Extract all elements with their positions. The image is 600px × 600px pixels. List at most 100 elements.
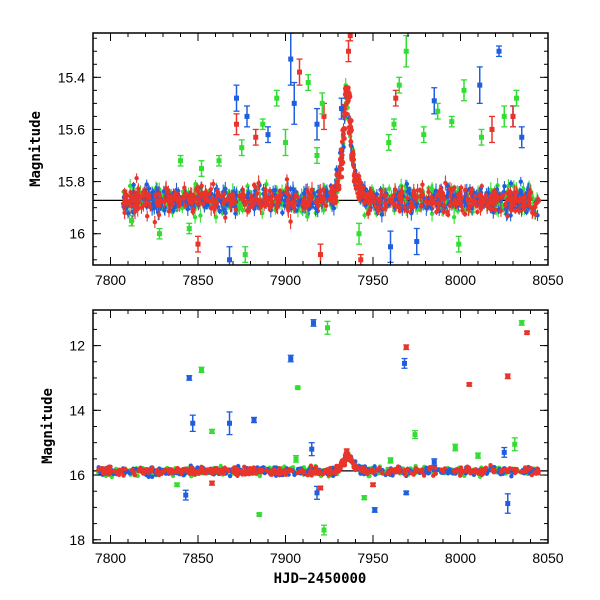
data-point bbox=[231, 196, 236, 202]
data-point bbox=[305, 214, 310, 219]
data-point bbox=[483, 193, 489, 198]
outlier-point bbox=[386, 139, 392, 145]
data-point bbox=[322, 196, 327, 201]
outlier-point bbox=[305, 80, 311, 86]
data-point bbox=[459, 195, 465, 201]
data-point bbox=[406, 187, 412, 192]
data-point bbox=[445, 212, 451, 218]
data-point bbox=[156, 212, 162, 218]
outlier-point bbox=[479, 134, 484, 140]
outlier-point bbox=[321, 113, 327, 119]
data-point bbox=[284, 185, 290, 191]
data-point bbox=[228, 202, 233, 208]
data-point bbox=[436, 190, 442, 195]
data-point bbox=[306, 191, 312, 196]
data-point bbox=[470, 198, 475, 204]
flare-point bbox=[348, 124, 354, 130]
data-point bbox=[217, 208, 222, 214]
outlier-point bbox=[514, 95, 519, 101]
outlier-point bbox=[421, 132, 427, 138]
data-point bbox=[186, 196, 191, 202]
data-point bbox=[411, 191, 416, 197]
data-point bbox=[381, 206, 387, 212]
data-point bbox=[250, 200, 255, 206]
data-point bbox=[488, 207, 494, 212]
data-point bbox=[284, 177, 290, 182]
flare-point bbox=[339, 166, 345, 172]
data-point bbox=[402, 205, 407, 210]
data-point bbox=[195, 188, 200, 193]
data-point bbox=[237, 193, 242, 199]
flare-point bbox=[351, 157, 357, 163]
outlier-point bbox=[319, 100, 325, 106]
data-point bbox=[131, 182, 136, 188]
data-point bbox=[128, 189, 133, 195]
data-point bbox=[460, 208, 465, 213]
outlier-point bbox=[195, 241, 201, 247]
flare-point bbox=[349, 152, 354, 158]
data-point bbox=[200, 193, 206, 198]
outlier-point bbox=[291, 100, 297, 106]
data-point bbox=[353, 183, 359, 189]
data-point bbox=[162, 208, 167, 213]
data-point bbox=[508, 202, 514, 207]
flare-point bbox=[335, 179, 340, 185]
data-point bbox=[128, 203, 134, 209]
data-point bbox=[467, 203, 473, 209]
data-point bbox=[276, 196, 282, 201]
data-point bbox=[470, 209, 475, 215]
data-point bbox=[134, 175, 139, 181]
data-point bbox=[289, 200, 295, 205]
data-point bbox=[171, 208, 176, 213]
data-point bbox=[215, 193, 220, 198]
outlier-point bbox=[283, 139, 288, 145]
data-point bbox=[513, 208, 518, 214]
x-tick-label: 7850 bbox=[182, 272, 213, 288]
data-point bbox=[208, 187, 213, 192]
data-point bbox=[429, 211, 435, 217]
flare-point bbox=[341, 126, 347, 131]
flare-point bbox=[356, 177, 362, 183]
data-point bbox=[506, 184, 511, 189]
outlier-point bbox=[244, 113, 250, 119]
data-point bbox=[524, 209, 529, 215]
data-point bbox=[132, 198, 137, 203]
series-c1f5fdf-outliers bbox=[226, 33, 525, 265]
data-point bbox=[426, 189, 431, 195]
outlier-point bbox=[388, 244, 393, 250]
data-point bbox=[522, 203, 527, 209]
top-frame bbox=[92, 32, 549, 266]
data-point bbox=[221, 192, 227, 197]
data-point bbox=[479, 183, 484, 189]
data-point bbox=[478, 192, 483, 197]
outlier-point bbox=[318, 252, 323, 258]
outlier-point bbox=[456, 241, 462, 247]
data-point bbox=[240, 191, 245, 196]
data-point bbox=[139, 205, 144, 210]
data-point bbox=[285, 205, 291, 211]
outlier-point bbox=[297, 69, 302, 75]
data-point bbox=[195, 196, 200, 201]
flare-point bbox=[334, 187, 340, 193]
data-point bbox=[434, 194, 439, 199]
data-point bbox=[348, 139, 354, 144]
data-point bbox=[398, 196, 404, 202]
data-point bbox=[199, 183, 204, 189]
data-point bbox=[448, 194, 453, 199]
data-point bbox=[362, 212, 367, 218]
top-ticks: 7800 7850 7900 7950 8000 8050 15.4 15.6 15.8 16 bbox=[58, 33, 564, 288]
data-point bbox=[440, 193, 445, 198]
outlier-point bbox=[239, 145, 245, 151]
data-point bbox=[418, 204, 424, 209]
data-point bbox=[163, 186, 169, 191]
data-point bbox=[317, 192, 323, 197]
outlier-point bbox=[314, 121, 320, 127]
data-point bbox=[134, 203, 140, 208]
outlier-point bbox=[431, 98, 437, 104]
data-point bbox=[153, 192, 158, 197]
x-tick-label: 8050 bbox=[532, 272, 563, 288]
data-point bbox=[146, 192, 152, 197]
data-point bbox=[449, 188, 455, 193]
top-y-axis-title: Magnitude bbox=[28, 111, 44, 187]
data-point bbox=[408, 204, 413, 210]
